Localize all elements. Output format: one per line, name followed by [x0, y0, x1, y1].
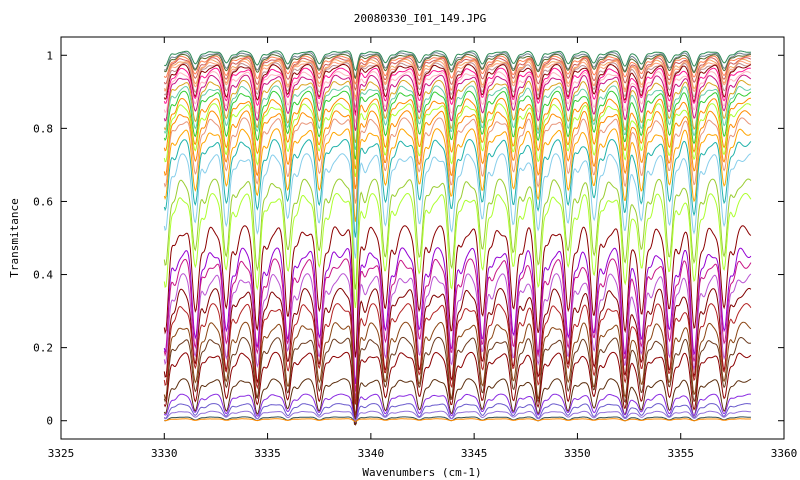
series-line [163, 117, 751, 204]
series-line [163, 247, 752, 385]
series-line [163, 55, 751, 85]
series-line [163, 85, 752, 150]
y-tick-label: 0.4 [33, 269, 53, 282]
series-line [164, 52, 752, 79]
series-line [163, 60, 752, 102]
x-tick-label: 3345 [461, 447, 488, 460]
plot-frame [60, 36, 785, 440]
series-line [163, 258, 752, 392]
series-line [163, 63, 752, 115]
series-line [163, 79, 752, 143]
series-line [163, 97, 751, 170]
x-tick-label: 3330 [151, 447, 178, 460]
series-line [163, 57, 752, 92]
series-line [164, 418, 751, 422]
y-tick-label: 0.8 [33, 122, 53, 135]
series-line [163, 393, 751, 424]
series-layer [163, 50, 752, 427]
x-axis-label: Wavenumbers (cm-1) [362, 466, 481, 479]
y-tick-label: 1 [46, 49, 53, 62]
series-line [164, 410, 751, 422]
series-line [163, 273, 752, 399]
y-tick-label: 0.2 [33, 342, 53, 355]
x-tick-label: 3340 [358, 447, 385, 460]
y-tick-label: 0.6 [33, 195, 53, 208]
chart-title: 20080330_I01_149.JPG [354, 12, 486, 25]
series-line [163, 128, 752, 222]
x-axis: 3325 3330 3335 3340 3345 3350 3355 3360 [48, 37, 798, 460]
x-tick-label: 3350 [564, 447, 591, 460]
series-line [163, 336, 752, 420]
x-tick-label: 3325 [48, 447, 75, 460]
series-line [163, 153, 752, 259]
series-line [163, 225, 752, 358]
x-tick-label: 3360 [771, 447, 798, 460]
series-line [163, 103, 752, 178]
x-tick-label: 3335 [254, 447, 281, 460]
y-axis: 0 0.2 0.4 0.6 0.8 1 [33, 49, 784, 428]
series-line [163, 58, 752, 99]
series-line [163, 321, 752, 416]
series-line [163, 138, 752, 238]
x-tick-label: 3355 [667, 447, 694, 460]
series-line [163, 74, 752, 131]
y-tick-label: 0 [46, 415, 53, 428]
series-line [163, 67, 751, 117]
series-line [163, 303, 752, 405]
series-line [164, 50, 751, 72]
series-line [163, 192, 752, 308]
series-line [163, 53, 751, 80]
series-line [163, 90, 752, 160]
series-line [163, 71, 752, 124]
series-line [163, 287, 752, 405]
series-line [163, 62, 752, 109]
series-line [163, 110, 752, 190]
series-line [163, 351, 752, 427]
series-line [163, 403, 752, 423]
series-line [163, 378, 752, 425]
series-line [164, 416, 751, 423]
series-line [163, 178, 752, 290]
y-axis-label: Transmitance [8, 198, 21, 277]
